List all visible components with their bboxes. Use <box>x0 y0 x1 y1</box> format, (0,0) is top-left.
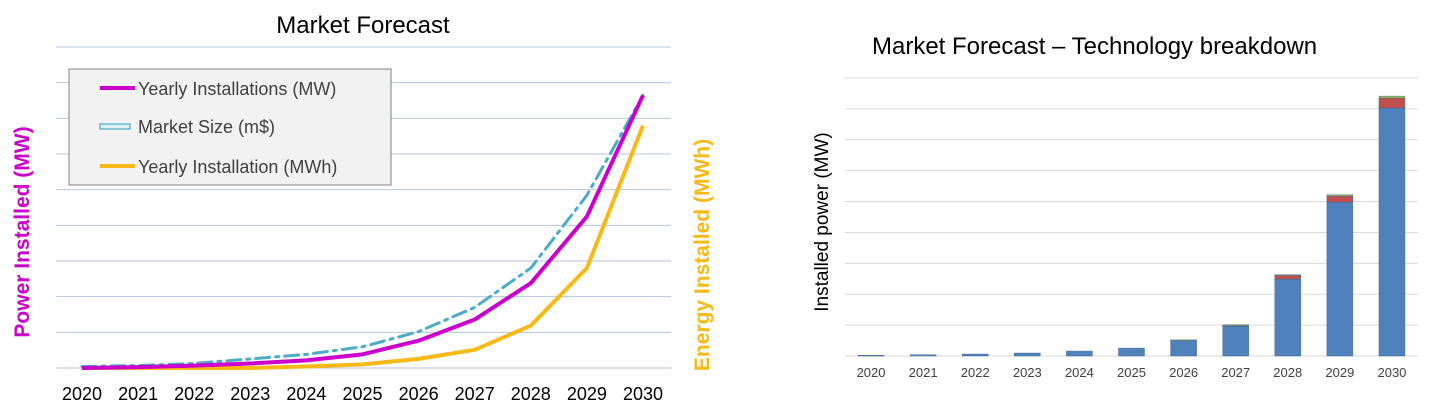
legend-label-mwh: Yearly Installation (MWh) <box>138 157 337 177</box>
right-x-tick-label: 2028 <box>1273 365 1302 380</box>
left-x-tick-label: 2026 <box>399 384 439 404</box>
bar-segment-1 <box>1378 107 1406 357</box>
right-chart-title: Market Forecast – Technology breakdown <box>872 33 1317 60</box>
right-bars-group <box>857 95 1406 357</box>
left-x-tick-label: 2024 <box>286 384 326 404</box>
bar-segment-1 <box>1326 202 1354 357</box>
left-line-chart: Market Forecast 2020 2021 2022 2023 2024 2025… <box>11 12 714 404</box>
left-chart-title: Market Forecast <box>276 12 450 39</box>
right-x-tick-label: 2024 <box>1065 365 1094 380</box>
right-y-axis-label: Installed power (MW) <box>812 132 833 312</box>
right-x-tick-label: 2026 <box>1169 365 1198 380</box>
right-x-tick-label: 2023 <box>1013 365 1042 380</box>
legend-swatch-market-size <box>99 123 131 130</box>
left-x-tick-label: 2025 <box>342 384 382 404</box>
right-x-tick-label: 2022 <box>961 365 990 380</box>
right-x-tick-labels: 2020 2021 2022 2023 2024 2025 2026 2027 2028 2029… <box>857 365 1407 380</box>
bar-segment-2 <box>1378 97 1406 109</box>
right-grid <box>845 77 1418 357</box>
right-x-tick-label: 2027 <box>1221 365 1250 380</box>
bar-segment-1 <box>1170 340 1197 357</box>
right-x-tick-label: 2020 <box>857 365 886 380</box>
bar-segment-3 <box>1326 194 1354 197</box>
left-y-axis-label: Power Installed (MW) <box>11 126 34 337</box>
bar-segment-1 <box>909 354 937 357</box>
right-x-tick-label: 2025 <box>1117 365 1146 380</box>
left-x-tick-labels: 2020 2021 2022 2023 2024 2025 2026 2027 2028 2029… <box>62 384 663 404</box>
bar-segment-1 <box>1222 326 1249 357</box>
left-x-tick-label: 2021 <box>118 384 158 404</box>
left-x-tick-label: 2020 <box>62 384 102 404</box>
right-stacked-bar-chart: Market Forecast – Technology breakdown 2… <box>812 33 1418 380</box>
left-x-tick-label: 2023 <box>230 384 270 404</box>
bar-segment-2 <box>1326 195 1354 203</box>
bar-segment-3 <box>1274 274 1301 276</box>
left-x-tick-label: 2027 <box>455 384 495 404</box>
left-x-tick-label: 2030 <box>623 384 663 404</box>
left-x-tick-label: 2022 <box>174 384 214 404</box>
left-legend: Yearly Installations (MW) Market Size (m… <box>68 68 392 186</box>
bar-segment-1 <box>1014 352 1041 357</box>
right-x-tick-label: 2030 <box>1377 365 1406 380</box>
right-x-tick-label: 2029 <box>1325 365 1354 380</box>
bar-segment-2 <box>1274 275 1301 280</box>
left-x-tick-label: 2029 <box>567 384 607 404</box>
bar-segment-1 <box>1118 347 1145 357</box>
bar-segment-3 <box>1170 339 1197 341</box>
left-x-tick-label: 2028 <box>511 384 551 404</box>
legend-label-mw: Yearly Installations (MW) <box>138 79 336 99</box>
bar-segment-1 <box>962 353 989 357</box>
bar-segment-1 <box>857 355 885 357</box>
legend-label-market-size: Market Size (m$) <box>138 117 275 137</box>
bar-segment-1 <box>1274 278 1301 357</box>
bar-segment-1 <box>1066 350 1093 357</box>
left-series-group <box>80 93 645 370</box>
right-x-tick-label: 2021 <box>909 365 938 380</box>
left-y2-axis-label: Energy Installed (MWh) <box>691 139 714 371</box>
bar-segment-3 <box>1222 324 1249 326</box>
bar-segment-3 <box>1378 95 1406 99</box>
